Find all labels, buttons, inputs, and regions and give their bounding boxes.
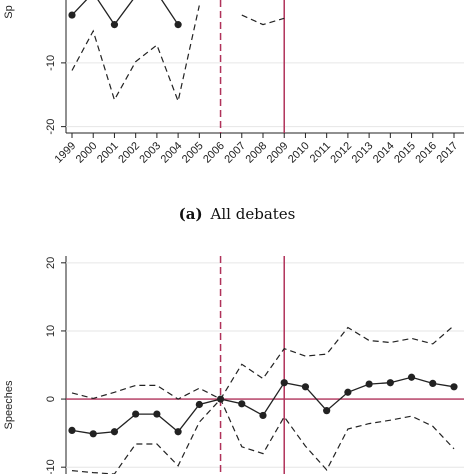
estimate-point [132,410,140,418]
estimate-point [153,410,161,418]
estimate-point [195,400,203,409]
upper-ci-line [71,325,455,400]
y-axis-title: Speeches [3,380,15,429]
x-tick-label: 2011 [308,140,333,165]
y-tick-label: 10 [45,325,57,337]
plot-area [68,0,285,133]
x-tick-label: 2007 [222,140,248,166]
caption-text: All debates [210,205,296,223]
x-tick-label: 2013 [350,140,376,166]
x-tick-label: 2000 [74,140,100,166]
x-tick-label: 1999 [53,140,79,166]
estimate-point [407,373,416,381]
x-tick-label: 2006 [201,140,227,166]
y-tick-label: -10 [45,459,57,474]
x-tick-label: 2005 [180,140,206,166]
x-tick-label: 2001 [95,140,121,166]
x-tick-label: 2014 [371,140,397,166]
estimate-point [110,428,119,436]
x-tick-label: 2017 [435,140,461,166]
x-tick-label: 2010 [286,140,312,166]
estimate-point [323,407,331,415]
x-tick-label: 2016 [413,140,439,166]
estimate-point [365,380,373,388]
x-tick-label: 2009 [265,140,291,166]
lower-ci-line [71,398,455,474]
estimate-point [450,383,458,391]
plot-area [66,256,464,474]
x-tick-label: 2012 [328,140,354,166]
estimate-point [280,379,288,387]
estimate-point [259,411,267,420]
lower-ci-line [71,5,200,104]
top-chart-panel: -10 -20 Sp 19992000200120022003200420052006… [3,0,464,166]
estimate-point [68,426,76,434]
y-tick-label: 0 [45,396,57,402]
estimate-point [429,379,437,387]
estimate-point [386,379,394,387]
y-tick-label: 20 [45,257,57,269]
estimate-point [68,11,76,19]
bottom-chart-panel: 20 10 0 -10 Speeches [3,256,464,474]
estimate-series-line [71,376,455,435]
estimate-point [174,428,182,436]
x-tick-label: 2004 [159,140,185,166]
estimate-point [174,21,182,29]
y-tick-label: -10 [45,55,57,71]
estimate-point [344,388,352,396]
estimate-point [301,383,310,391]
x-tick-label: 2003 [137,140,163,166]
upper-ci-line [241,14,285,26]
x-tick-label: 2008 [244,140,270,166]
estimate-point [89,430,97,438]
x-tick-label: 2015 [392,140,418,166]
estimate-series-line [71,0,179,26]
y-axis-title: Sp [3,5,15,18]
caption-label: (a) [179,205,203,223]
estimate-point [238,400,246,408]
y-tick-label: -20 [45,119,57,135]
estimate-point [110,21,119,29]
panel-caption: (a) All debates [179,205,296,223]
x-tick-label: 2002 [116,140,142,166]
